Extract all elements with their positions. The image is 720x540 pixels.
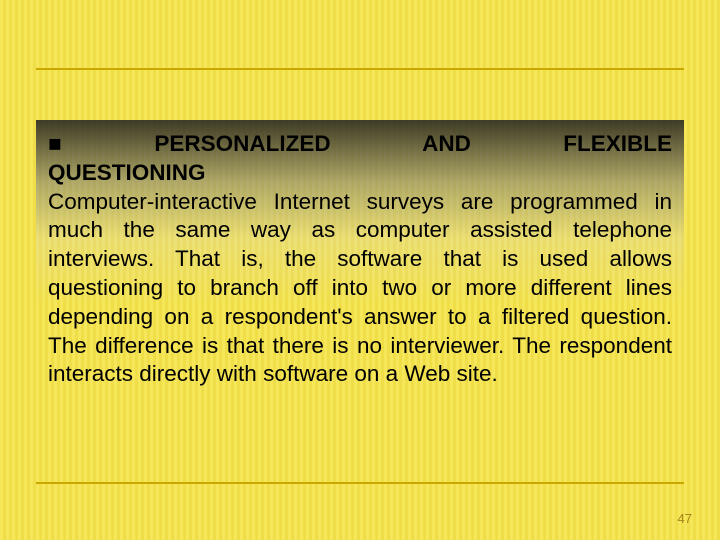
page-number: 47 <box>678 511 692 526</box>
body-text: Computer-interactive Internet surveys ar… <box>48 188 672 390</box>
heading-line-2: QUESTIONING <box>48 159 672 188</box>
heading-text-1: PERSONALIZED AND FLEXIBLE <box>154 131 672 156</box>
content-box: ■ PERSONALIZED AND FLEXIBLE QUESTIONING … <box>36 120 684 403</box>
top-rule <box>36 68 684 70</box>
bullet-icon: ■ <box>48 130 62 159</box>
slide: ■ PERSONALIZED AND FLEXIBLE QUESTIONING … <box>0 0 720 540</box>
bottom-rule <box>36 482 684 484</box>
heading-line-1: ■ PERSONALIZED AND FLEXIBLE <box>48 130 672 159</box>
